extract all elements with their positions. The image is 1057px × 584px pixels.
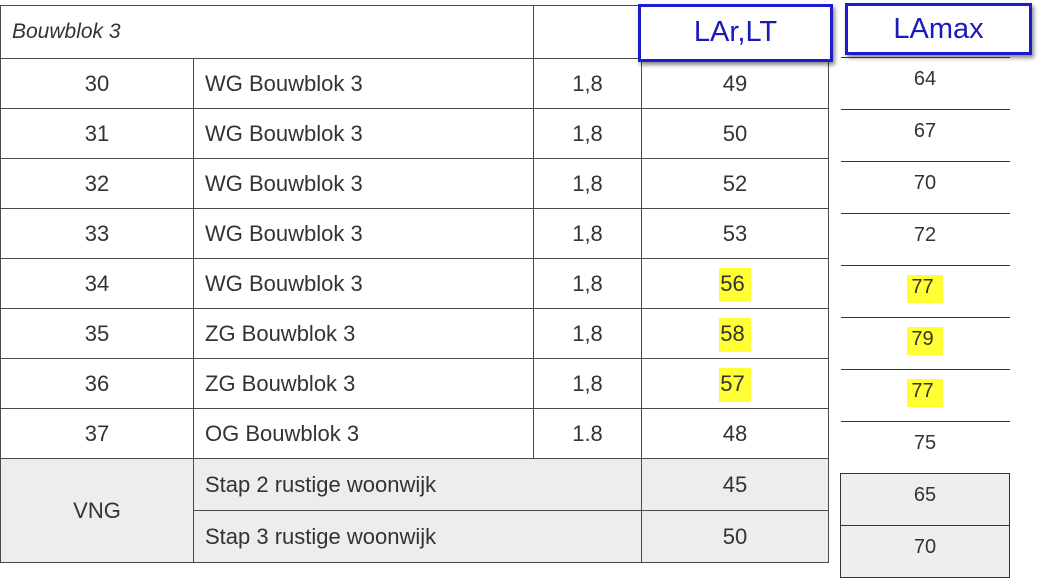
lamax-row: 72 (840, 213, 1010, 266)
vng-row: VNG Stap 2 rustige woonwijk 45 (0, 458, 829, 563)
lamax-value: 75 (840, 421, 1010, 474)
lamax-row: 77 (840, 369, 1010, 422)
row-lart: 48 (641, 408, 829, 459)
lamax-row: 67 (840, 109, 1010, 162)
lamax-column: 64 67 70 72 77 79 77 75 65 70 (840, 57, 1010, 578)
row-lart: 50 (641, 108, 829, 159)
lamax-value: 64 (840, 57, 1010, 110)
row-number: 37 (0, 408, 194, 459)
lamax-vng-value: 65 (840, 473, 1010, 526)
row-number: 36 (0, 358, 194, 409)
lamax-row: 77 (840, 265, 1010, 318)
lamax-row: 70 (840, 161, 1010, 214)
vng-row: Stap 3 rustige woonwijk 50 (1, 510, 829, 563)
vng-description: Stap 3 rustige woonwijk (193, 510, 642, 563)
row-lart: 52 (641, 158, 829, 209)
highlighted-value: 56 (719, 267, 751, 302)
table-row: 37 OG Bouwblok 3 1.8 48 (0, 408, 829, 459)
row-name: WG Bouwblok 3 (193, 258, 534, 309)
row-lart: 49 (641, 58, 829, 109)
lamax-value: 79 (840, 317, 1010, 370)
lamax-value: 70 (840, 161, 1010, 214)
vng-label: VNG (0, 458, 194, 563)
table-row: 34 WG Bouwblok 3 1,8 56 (0, 258, 829, 309)
row-name: WG Bouwblok 3 (193, 58, 534, 109)
row-number: 31 (0, 108, 194, 159)
vng-description: Stap 2 rustige woonwijk (193, 458, 642, 511)
lamax-value: 72 (840, 213, 1010, 266)
lamax-row: 64 (840, 57, 1010, 110)
row-name: ZG Bouwblok 3 (193, 358, 534, 409)
vng-lart: 50 (641, 510, 829, 563)
highlighted-value: 58 (719, 317, 751, 352)
row-height: 1,8 (533, 208, 642, 259)
row-number: 30 (0, 58, 194, 109)
row-number: 34 (0, 258, 194, 309)
lamax-vng-value: 70 (840, 525, 1010, 578)
row-lart: 57 (641, 358, 829, 409)
row-height: 1.8 (533, 408, 642, 459)
lamax-value: 77 (840, 369, 1010, 422)
row-name: WG Bouwblok 3 (193, 208, 534, 259)
row-name: ZG Bouwblok 3 (193, 308, 534, 359)
row-lart: 56 (641, 258, 829, 309)
row-height: 1,8 (533, 358, 642, 409)
highlighted-value: 77 (907, 275, 943, 303)
row-number: 35 (0, 308, 194, 359)
row-number: 33 (0, 208, 194, 259)
table-row: 30 WG Bouwblok 3 1,8 49 (0, 58, 829, 109)
row-height: 1,8 (533, 158, 642, 209)
row-name: OG Bouwblok 3 (193, 408, 534, 459)
highlighted-value: 77 (907, 379, 943, 407)
lamax-row: 75 (840, 421, 1010, 474)
table-row: 33 WG Bouwblok 3 1,8 53 (0, 208, 829, 259)
lamax-vng-row: 70 (840, 525, 1010, 578)
table-row: 35 ZG Bouwblok 3 1,8 58 (0, 308, 829, 359)
vng-lart: 45 (641, 458, 829, 511)
row-height: 1,8 (533, 258, 642, 309)
table-row: 32 WG Bouwblok 3 1,8 52 (0, 158, 829, 209)
table-row: 31 WG Bouwblok 3 1,8 50 (0, 108, 829, 159)
section-label: Bouwblok 3 (0, 5, 534, 59)
row-name: WG Bouwblok 3 (193, 158, 534, 209)
row-height: 1,8 (533, 308, 642, 359)
table-row: 36 ZG Bouwblok 3 1,8 57 (0, 358, 829, 409)
lamax-value: 77 (840, 265, 1010, 318)
lamax-vng-row: 65 (840, 473, 1010, 526)
lamax-header-box: LAmax (845, 3, 1032, 55)
lamax-row: 79 (840, 317, 1010, 370)
highlighted-value: 57 (719, 367, 751, 402)
noise-table: Bouwblok 3 30 WG Bouwblok 3 1,8 49 31 WG… (0, 5, 829, 563)
highlighted-value: 79 (907, 327, 943, 355)
row-name: WG Bouwblok 3 (193, 108, 534, 159)
lart-header-box: LAr,LT (638, 4, 833, 62)
row-height: 1,8 (533, 58, 642, 109)
header-blank-cell (533, 5, 642, 59)
row-height: 1,8 (533, 108, 642, 159)
row-lart: 58 (641, 308, 829, 359)
row-number: 32 (0, 158, 194, 209)
row-lart: 53 (641, 208, 829, 259)
lamax-value: 67 (840, 109, 1010, 162)
